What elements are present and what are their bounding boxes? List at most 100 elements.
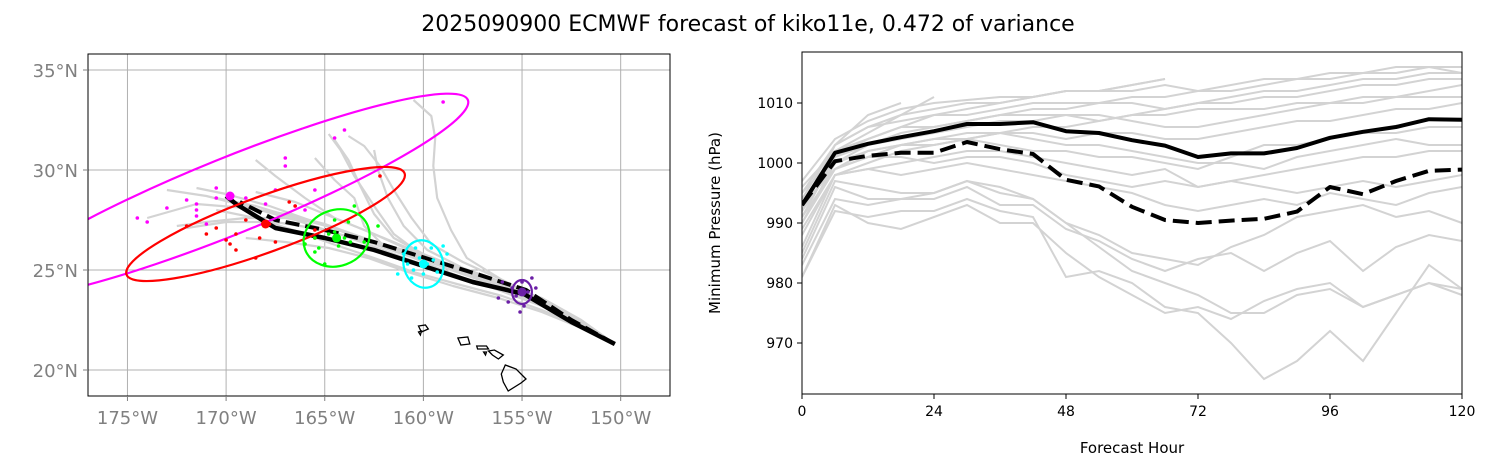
cluster-point (417, 256, 422, 260)
deterministic-track-dashed (238, 200, 616, 346)
cluster-point (194, 202, 199, 206)
ensemble-member-line (802, 65, 1462, 206)
cluster-point (348, 240, 353, 244)
cluster-point (431, 258, 436, 262)
cluster-point (352, 204, 357, 208)
ensemble-member-line (802, 72, 1462, 218)
pressure-ytick-label: 1010 (757, 96, 793, 112)
track-map-panel: 175°W 170°W 165°W 160°W 155°W 150°W 20°N 25°N 30… (33, 53, 671, 429)
cluster-point (145, 220, 149, 224)
hawaii-island-outline (456, 336, 471, 346)
cluster-point (405, 262, 410, 266)
cluster-point (313, 188, 317, 192)
cluster-point (244, 196, 248, 200)
cluster-point (184, 198, 189, 202)
cluster-point (204, 232, 209, 236)
pressure-ytick-label: 990 (766, 216, 793, 232)
ensemble-member-line (802, 203, 1462, 321)
cluster-point (273, 240, 278, 244)
cluster-point (194, 208, 199, 212)
map-tick-labels: 175°W 170°W 165°W 160°W 155°W 150°W 20°N 25°N 30… (33, 61, 652, 429)
cluster-point (362, 240, 367, 244)
cluster-point (326, 232, 331, 236)
x-axis-label: Forecast Hour (1080, 439, 1185, 457)
pressure-xtick-label: 96 (1321, 404, 1339, 420)
cluster-point (313, 250, 317, 254)
cluster-point (332, 218, 337, 222)
cluster-ellipse (88, 92, 470, 300)
cluster-point (346, 220, 351, 224)
pressure-lines (802, 65, 1462, 381)
cluster-point (395, 272, 400, 276)
cluster-point (293, 204, 297, 208)
cluster-point (214, 226, 219, 230)
hawaii-island-outline (500, 364, 527, 392)
hawaii-island-outline (417, 324, 430, 333)
cluster-point (409, 276, 414, 280)
ensemble-track (245, 236, 616, 345)
map-content (88, 92, 616, 392)
cluster-point (376, 224, 380, 228)
pressure-xtick-label: 120 (1449, 404, 1476, 420)
cluster-center (418, 259, 428, 269)
ensemble-member-line (802, 179, 1462, 267)
cluster-point (214, 196, 219, 200)
ensemble-member-line (802, 156, 1462, 224)
figure-title: 2025090900 ECMWF forecast of kiko11e, 0.… (421, 12, 1075, 37)
cluster-point (435, 270, 440, 274)
deterministic-dashed-line (802, 140, 1462, 225)
cluster-center (517, 287, 527, 297)
ensemble-member-line (802, 179, 1462, 314)
ensemble-member-line (802, 131, 1462, 212)
ensemble-member-line (802, 185, 1462, 273)
map-xtick-label: 170°W (196, 408, 257, 429)
cluster-point (342, 236, 347, 240)
map-xtick-label: 165°W (294, 408, 355, 429)
cluster-point (283, 164, 288, 168)
cluster-point (313, 236, 317, 240)
cluster-ellipse (302, 208, 371, 268)
cluster-point (441, 100, 445, 104)
hawaii-island-outline (482, 351, 488, 357)
cluster-point (526, 290, 530, 294)
cluster-point (228, 242, 232, 246)
ensemble-mean-solid-line (802, 117, 1462, 207)
cluster-point (234, 232, 238, 236)
pressure-ytick-label: 970 (766, 336, 793, 352)
cluster-point (441, 244, 445, 248)
ensemble-track (215, 208, 616, 345)
cluster-point (530, 276, 534, 280)
cluster-point (506, 300, 511, 304)
cluster-point (522, 304, 526, 308)
cluster-center (332, 233, 342, 243)
cluster-point (518, 310, 522, 314)
cluster-point (224, 238, 228, 242)
hawaii-island-outline (475, 345, 490, 350)
cluster-point (234, 248, 238, 252)
cluster-point (429, 246, 434, 250)
map-frame (87, 53, 671, 397)
map-ytick-label: 35°N (33, 61, 78, 82)
cluster-point (287, 200, 292, 204)
cluster-ellipse (402, 239, 445, 289)
cluster-point (534, 286, 538, 290)
cluster-point (303, 208, 307, 212)
cluster-point (514, 294, 518, 298)
map-xtick-label: 175°W (97, 408, 158, 429)
map-xtick-label: 155°W (491, 408, 552, 429)
cluster-point (332, 230, 337, 234)
cluster-point (413, 246, 418, 250)
map-xtick-label: 150°W (590, 408, 651, 429)
pressure-xtick-label: 48 (1057, 404, 1075, 420)
cluster-point (332, 136, 337, 140)
cluster-point (342, 128, 347, 132)
pressure-xtick-label: 24 (925, 404, 943, 420)
ensemble-member-line (802, 102, 1462, 218)
cluster-point (336, 244, 341, 248)
cluster-point (421, 272, 426, 276)
cluster-point (263, 202, 268, 206)
hawaii-island-outline (417, 329, 423, 337)
ensemble-member-line (802, 150, 1462, 230)
map-gridlines (88, 54, 670, 396)
